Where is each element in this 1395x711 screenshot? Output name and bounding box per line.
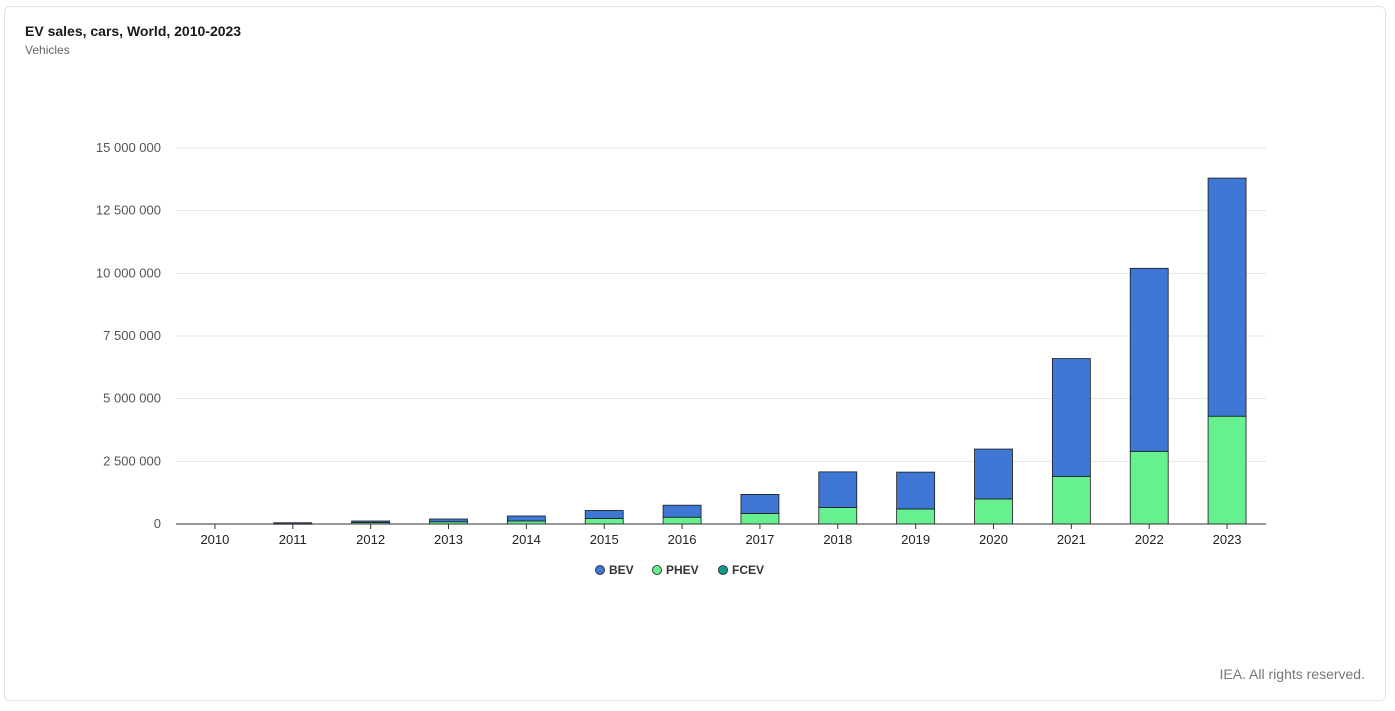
bar-bev-2020 [974,448,1013,500]
bar-bev-2015 [584,510,624,519]
x-tick-label: 2023 [1213,532,1242,547]
bar-phev-2018 [818,507,858,525]
x-tick-label: 2016 [668,532,697,547]
y-tick-label: 10 000 000 [96,265,161,280]
x-tick-label: 2010 [200,532,229,547]
legend-label-fcev: FCEV [732,563,764,577]
x-tick-label: 2011 [279,532,307,547]
chart-subtitle: Vehicles [25,43,70,57]
bar-phev-2017 [740,513,780,525]
y-tick-label: 5 000 000 [103,391,161,406]
bar-phev-2023 [1207,415,1247,525]
bar-phev-2020 [974,498,1013,525]
x-tick-label: 2014 [512,532,541,547]
bar-bev-2019 [896,471,936,510]
x-tick-label: 2022 [1135,532,1164,547]
bar-phev-2021 [1051,475,1091,525]
legend-label-phev: PHEV [666,563,699,577]
bar-bev-2016 [662,504,702,518]
bar-phev-2022 [1129,450,1169,525]
bar-bev-2017 [740,494,780,514]
bar-bev-2013 [429,518,468,523]
x-tick-label: 2019 [901,532,930,547]
bar-phev-2016 [662,516,702,525]
x-tick-label: 2017 [745,532,774,547]
y-tick-label: 15 000 000 [96,140,161,155]
bar-bev-2022 [1129,267,1169,452]
y-tick-label: 12 500 000 [96,203,161,218]
x-tick-label: 2021 [1057,532,1086,547]
x-tick-label: 2015 [590,532,619,547]
x-tick-label: 2020 [979,532,1008,547]
bar-bev-2012 [351,520,391,523]
credit-text: IEA. All rights reserved. [1219,666,1365,682]
x-tick-label: 2018 [823,532,852,547]
x-tick-label: 2012 [356,532,385,547]
y-tick-label: 7 500 000 [103,328,161,343]
legend-marker-phev [652,565,662,575]
y-tick-label: 0 [154,516,161,531]
bar-bev-2018 [818,471,858,508]
bar-phev-2019 [896,508,936,525]
x-tick-label: 2013 [434,532,463,547]
legend-marker-fcev [718,565,728,575]
bar-bev-2014 [506,515,546,522]
bar-bev-2021 [1051,358,1091,477]
bar-bev-2023 [1207,177,1247,417]
chart-title: EV sales, cars, World, 2010-2023 [25,23,242,39]
legend-label-bev: BEV [609,563,634,577]
bar-phev-2015 [584,518,624,525]
legend-marker-bev [595,565,605,575]
y-tick-label: 2 500 000 [103,453,161,468]
